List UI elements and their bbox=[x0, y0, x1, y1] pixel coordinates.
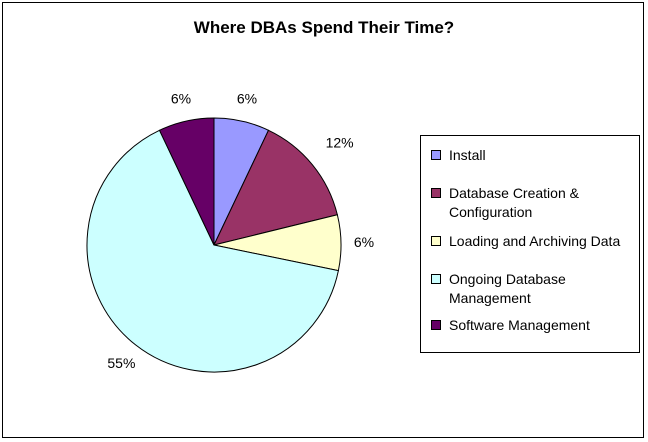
pie-data-label-2: 12% bbox=[326, 135, 354, 151]
pie-slice-4 bbox=[86, 129, 339, 373]
pie-data-label-4: 55% bbox=[107, 355, 135, 371]
pie-data-label-3: 6% bbox=[354, 234, 374, 250]
legend-label: Software Management bbox=[449, 317, 590, 333]
legend-swatch bbox=[431, 150, 441, 160]
pie-slice-5 bbox=[158, 117, 215, 246]
legend-swatch bbox=[431, 320, 441, 330]
legend-label: Loading and Archiving Data bbox=[449, 233, 621, 249]
legend-label: Install bbox=[449, 147, 486, 163]
chart-title: Where DBAs Spend Their Time? bbox=[193, 18, 455, 37]
legend-swatch bbox=[431, 274, 441, 284]
pie-data-label-5: 6% bbox=[171, 91, 191, 107]
pie-data-label-1: 6% bbox=[237, 91, 257, 107]
legend-label: Database Creation & Configuration bbox=[449, 185, 579, 220]
legend-swatch bbox=[431, 188, 441, 198]
pie-slice-2 bbox=[213, 129, 338, 246]
legend-label: Ongoing Database Management bbox=[449, 271, 566, 306]
chart-legend: Install Database Creation & Configuratio… bbox=[420, 135, 640, 353]
legend-swatch bbox=[431, 236, 441, 246]
